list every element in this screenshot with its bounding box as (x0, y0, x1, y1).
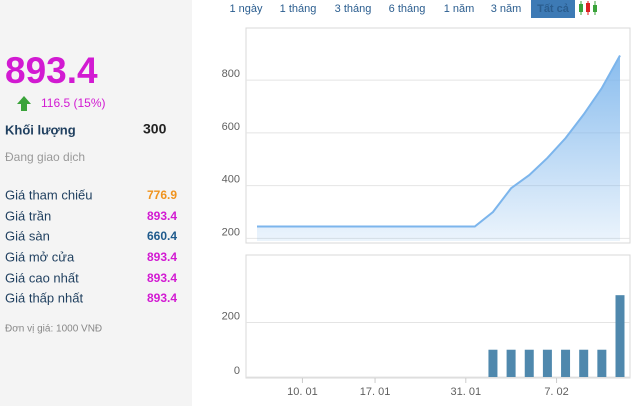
range-tab[interactable]: 3 năm (491, 3, 522, 15)
volume: 300 (143, 121, 167, 137)
active-tab-bg (531, 0, 575, 18)
y-tick-label: 600 (222, 121, 240, 133)
up-arrow (17, 96, 31, 111)
x-tick-label: 17. 01 (360, 386, 391, 398)
unit-note: Đơn vị giá: 1000 VNĐ (5, 324, 102, 335)
y-tick-label: 0 (234, 365, 240, 377)
y-tick-label: 200 (222, 226, 240, 238)
y-tick-label: 800 (222, 68, 240, 80)
volume-bar (542, 349, 552, 377)
volume-bar (488, 349, 498, 377)
row-value: 893.4 (147, 250, 177, 264)
row-label: Giá sàn (5, 228, 50, 243)
volume-bar (579, 349, 589, 377)
volume-bar (597, 349, 607, 377)
row-value: 660.4 (147, 229, 177, 243)
row-label: Giá thấp nhất (5, 290, 83, 305)
range-tab[interactable]: 1 tháng (280, 3, 317, 15)
price-line (257, 54, 621, 228)
range-tab[interactable]: 3 tháng (335, 3, 372, 15)
range-tab[interactable]: 6 tháng (389, 3, 426, 15)
row-label: Giá trần (5, 208, 51, 223)
volume-plot (245, 254, 631, 379)
volume-bar (524, 349, 534, 377)
y-tick-label: 200 (222, 310, 240, 322)
quote-panel (0, 0, 192, 406)
range-tab[interactable]: 1 năm (444, 3, 475, 15)
price-change: 116.5 (15%) (41, 96, 105, 110)
row-value: 893.4 (147, 271, 177, 285)
volume-bar (506, 349, 516, 377)
volume-label: Khối lượng (5, 122, 76, 137)
x-tick-label: 7. 02 (544, 386, 568, 398)
volume-bar (615, 295, 625, 377)
range-tab[interactable]: 1 ngày (229, 3, 263, 15)
x-tick-label: 31. 01 (451, 386, 482, 398)
range-tab[interactable]: Tất cả (537, 3, 570, 15)
row-label: Giá cao nhất (5, 270, 79, 285)
y-tick-label: 400 (222, 174, 240, 186)
row-label: Giá tham chiếu (5, 187, 92, 202)
price-area (257, 55, 620, 242)
x-tick-label: 10. 01 (287, 386, 318, 398)
row-value: 893.4 (147, 209, 177, 223)
volume-bar (561, 349, 571, 377)
row-label: Giá mở cửa (5, 249, 75, 264)
row-value: 893.4 (147, 291, 177, 305)
row-value: 776.9 (147, 188, 177, 202)
status: Đang giao dịch (5, 150, 85, 164)
candle-icon (579, 1, 597, 15)
price: 893.4 (5, 50, 98, 91)
